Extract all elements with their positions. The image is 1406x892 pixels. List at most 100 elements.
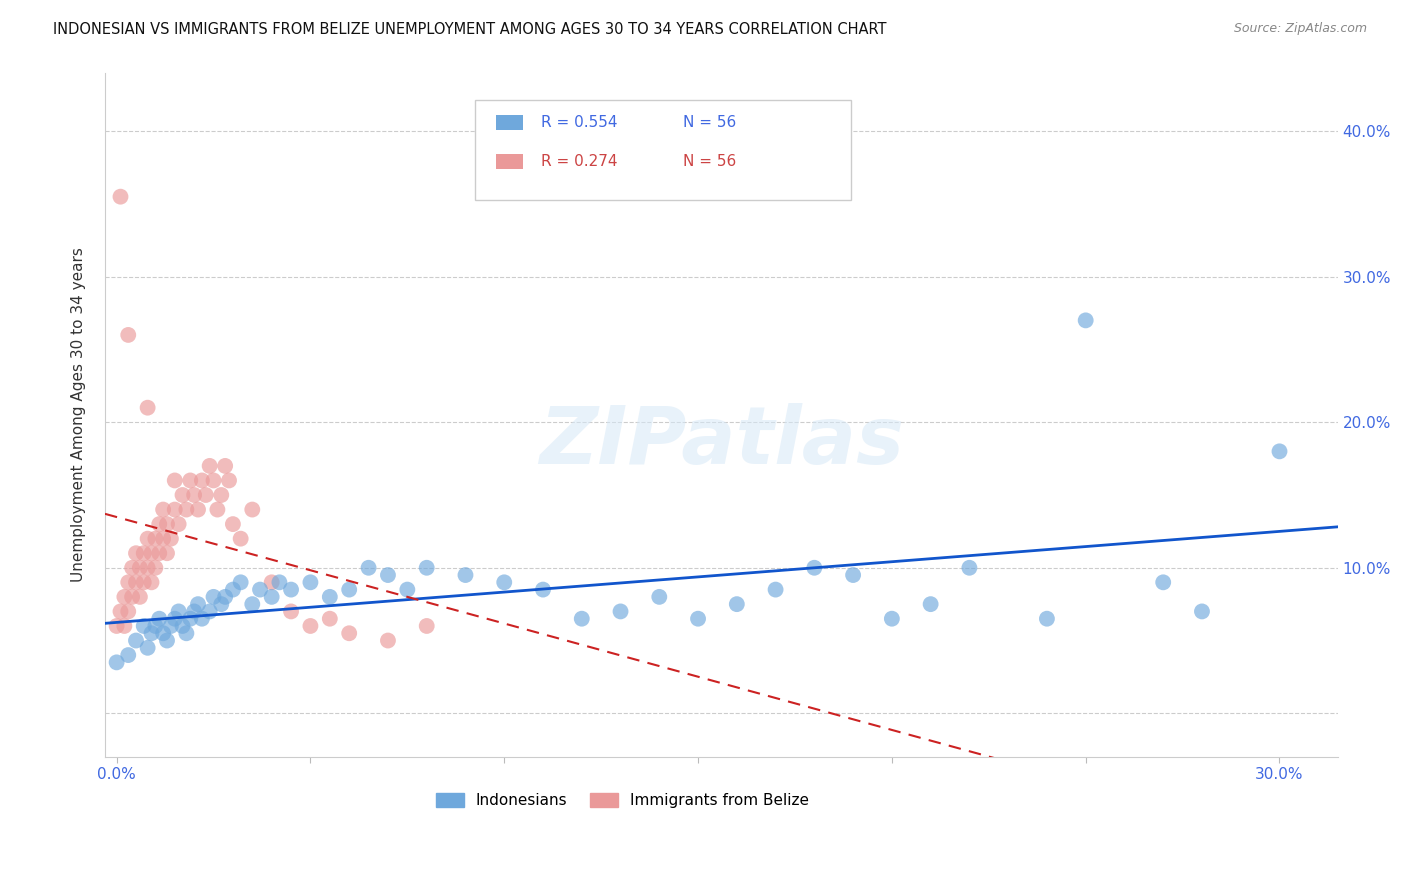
FancyBboxPatch shape	[475, 100, 851, 200]
Point	[183, 488, 205, 502]
Point	[160, 619, 183, 633]
Point	[163, 502, 186, 516]
Point	[260, 575, 283, 590]
Point	[141, 575, 163, 590]
Point	[229, 532, 252, 546]
Point	[132, 619, 155, 633]
Point	[176, 626, 198, 640]
Point	[415, 619, 437, 633]
Point	[125, 633, 148, 648]
Text: N = 56: N = 56	[683, 115, 737, 129]
Point	[396, 582, 419, 597]
Point	[128, 561, 150, 575]
Point	[163, 474, 186, 488]
Legend: Indonesians, Immigrants from Belize: Indonesians, Immigrants from Belize	[430, 787, 815, 814]
Point	[172, 619, 194, 633]
Point	[249, 582, 271, 597]
Point	[240, 502, 263, 516]
Point	[191, 612, 214, 626]
Point	[117, 575, 139, 590]
Point	[260, 590, 283, 604]
Point	[191, 474, 214, 488]
Point	[920, 597, 942, 611]
Text: N = 56: N = 56	[683, 153, 737, 169]
Point	[136, 640, 159, 655]
Point	[179, 474, 201, 488]
Point	[132, 546, 155, 560]
Point	[136, 401, 159, 415]
Point	[494, 575, 516, 590]
Point	[176, 502, 198, 516]
Point	[299, 619, 322, 633]
Point	[152, 532, 174, 546]
Point	[105, 656, 128, 670]
Point	[136, 561, 159, 575]
Point	[121, 590, 143, 604]
Point	[187, 502, 209, 516]
Point	[202, 590, 225, 604]
Point	[609, 604, 631, 618]
Text: R = 0.274: R = 0.274	[541, 153, 617, 169]
Point	[1152, 575, 1174, 590]
Point	[222, 582, 245, 597]
Point	[183, 604, 205, 618]
Point	[163, 612, 186, 626]
Point	[148, 612, 170, 626]
Point	[148, 546, 170, 560]
Point	[167, 517, 190, 532]
Point	[187, 597, 209, 611]
Point	[957, 561, 980, 575]
Point	[202, 474, 225, 488]
Point	[319, 612, 342, 626]
Point	[218, 474, 240, 488]
Point	[571, 612, 593, 626]
Point	[132, 575, 155, 590]
Point	[125, 575, 148, 590]
Point	[357, 561, 380, 575]
Point	[198, 458, 221, 473]
Point	[156, 546, 179, 560]
Point	[648, 590, 671, 604]
Point	[121, 561, 143, 575]
Point	[179, 612, 201, 626]
Point	[1268, 444, 1291, 458]
Text: R = 0.554: R = 0.554	[541, 115, 617, 129]
Text: ZIPatlas: ZIPatlas	[538, 403, 904, 482]
Point	[145, 532, 167, 546]
Point	[319, 590, 342, 604]
FancyBboxPatch shape	[496, 115, 523, 129]
Point	[152, 626, 174, 640]
Point	[214, 458, 236, 473]
Point	[377, 568, 399, 582]
Point	[117, 604, 139, 618]
Point	[1191, 604, 1213, 618]
Text: INDONESIAN VS IMMIGRANTS FROM BELIZE UNEMPLOYMENT AMONG AGES 30 TO 34 YEARS CORR: INDONESIAN VS IMMIGRANTS FROM BELIZE UNE…	[53, 22, 887, 37]
Point	[209, 597, 232, 611]
Point	[117, 648, 139, 662]
Point	[209, 488, 232, 502]
Point	[117, 327, 139, 342]
Point	[299, 575, 322, 590]
Point	[112, 590, 135, 604]
Point	[269, 575, 291, 590]
Point	[148, 517, 170, 532]
Point	[156, 517, 179, 532]
Point	[145, 561, 167, 575]
Point	[1074, 313, 1097, 327]
Point	[880, 612, 903, 626]
Point	[141, 626, 163, 640]
Y-axis label: Unemployment Among Ages 30 to 34 years: Unemployment Among Ages 30 to 34 years	[72, 247, 86, 582]
Point	[145, 619, 167, 633]
Text: Source: ZipAtlas.com: Source: ZipAtlas.com	[1233, 22, 1367, 36]
Point	[1036, 612, 1059, 626]
Point	[167, 604, 190, 618]
Point	[377, 633, 399, 648]
Point	[110, 189, 132, 203]
Point	[105, 619, 128, 633]
Point	[415, 561, 437, 575]
Point	[198, 604, 221, 618]
Point	[725, 597, 748, 611]
Point	[229, 575, 252, 590]
Point	[156, 633, 179, 648]
Point	[240, 597, 263, 611]
